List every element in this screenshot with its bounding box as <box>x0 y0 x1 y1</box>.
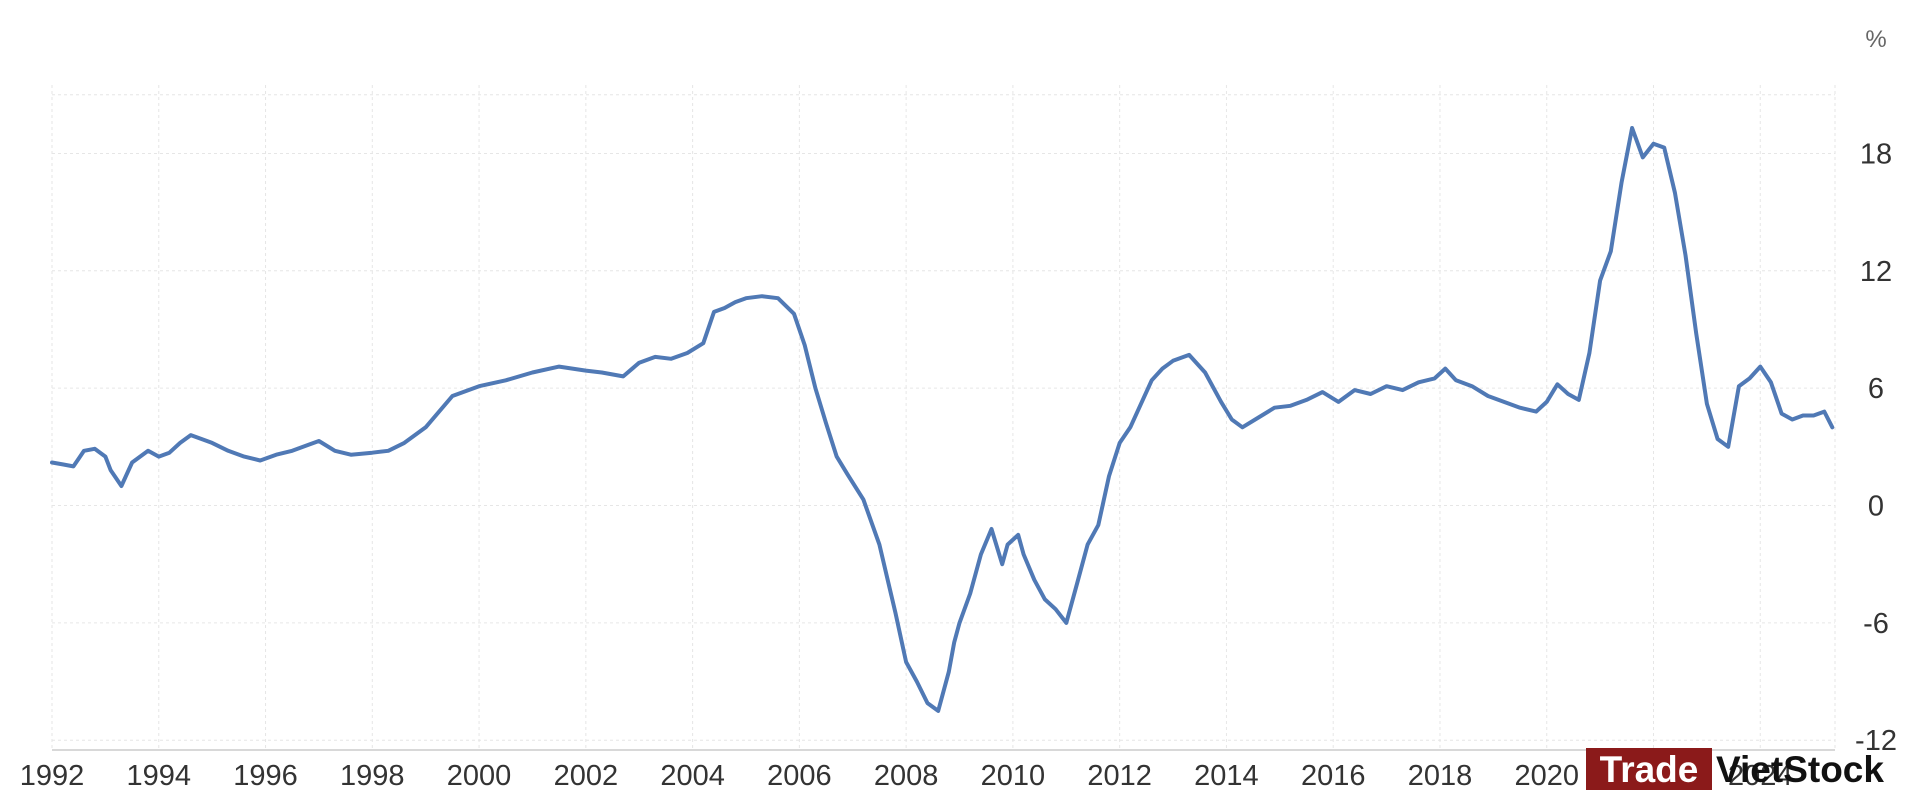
x-tick-label: 2024 <box>1728 760 1793 792</box>
y-tick-label: 6 <box>1868 373 1884 405</box>
y-tick-label: -12 <box>1855 725 1897 757</box>
x-tick-label: 2010 <box>981 760 1046 792</box>
y-tick-label: 0 <box>1868 491 1884 523</box>
x-tick-label: 1992 <box>20 760 85 792</box>
watermark-vietstock-text: VietStock <box>1716 749 1884 790</box>
x-tick-label: 1996 <box>233 760 298 792</box>
x-tick-label: 1994 <box>127 760 192 792</box>
label-layer: -12 -6 0 6 12 18 1992 1994 1996 1998 2000 2002 2004 2… <box>20 138 1897 792</box>
y-axis-unit-label: % <box>1865 26 1886 53</box>
x-tick-label: 2002 <box>554 760 619 792</box>
x-tick-label: 2014 <box>1194 760 1259 792</box>
watermark-box <box>1586 748 1712 790</box>
tradevietstock-watermark: Trade VietStock <box>1586 748 1884 790</box>
y-tick-label: 18 <box>1860 138 1892 170</box>
x-tick-label: 2020 <box>1514 760 1579 792</box>
y-tick-label: 12 <box>1860 256 1892 288</box>
series-line <box>50 126 1835 713</box>
series-layer <box>50 126 1835 713</box>
x-tick-label: 2004 <box>660 760 725 792</box>
watermark-trade-text: Trade <box>1600 749 1699 790</box>
x-tick-label: 2012 <box>1087 760 1152 792</box>
grid-layer <box>51 85 1836 750</box>
y-tick-label: -6 <box>1863 608 1889 640</box>
x-tick-label: 2000 <box>447 760 512 792</box>
x-tick-label: 2006 <box>767 760 832 792</box>
x-tick-label: 2018 <box>1408 760 1473 792</box>
x-tick-label: 2008 <box>874 760 939 792</box>
x-tick-label: 2016 <box>1301 760 1366 792</box>
x-tick-label: 1998 <box>340 760 405 792</box>
